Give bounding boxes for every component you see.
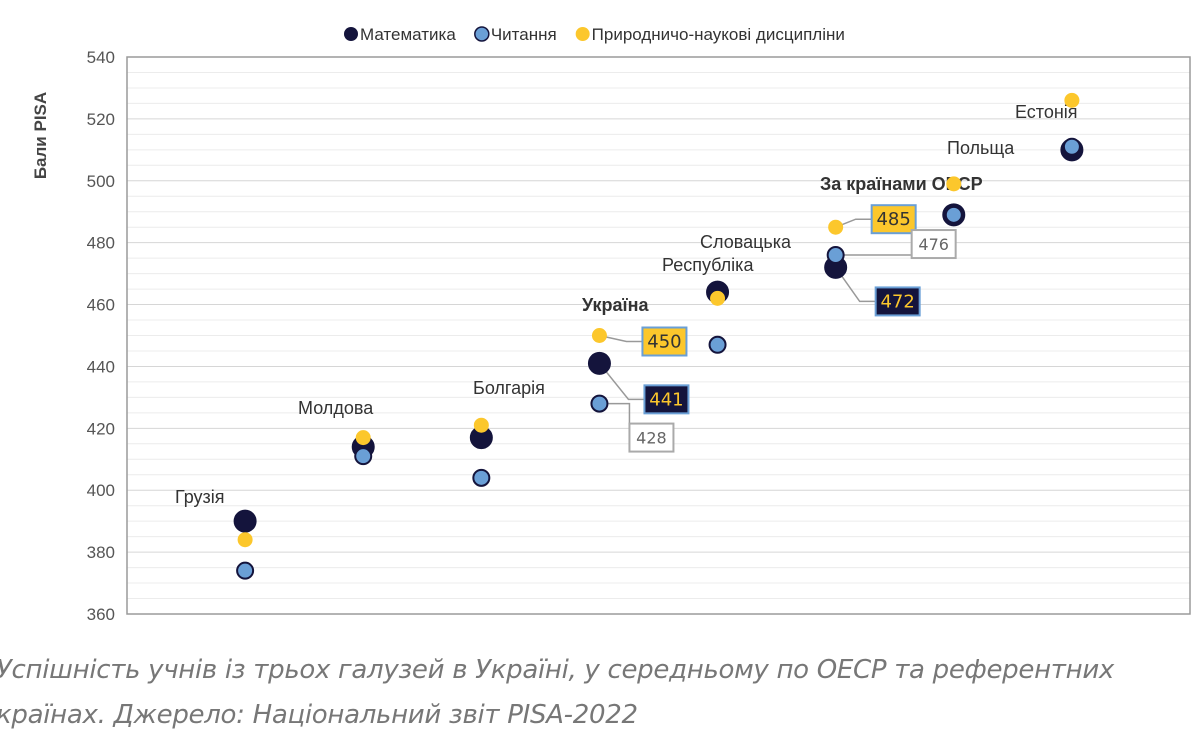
data-point-reading [236,561,255,580]
data-point-science [473,417,489,433]
y-tick-label: 380 [87,543,115,562]
category-label: Словацька [700,232,792,252]
data-label: 472 [880,291,914,312]
legend-label: Природничо-наукові дисципліни [592,25,845,44]
data-label-box [643,384,690,415]
legend-marker [575,27,590,41]
data-point-science [355,430,371,446]
data-point-reading [708,335,727,354]
caption-line-2: країнах. Джерело: Національний звіт PISA… [0,700,638,730]
y-tick-label: 520 [87,110,115,129]
data-point-science [237,532,253,548]
pisa-scatter-chart: 360 380 400 420 440 460 480 500 520 540 Бали PISA М… [31,25,1191,624]
data-point-science [946,176,962,192]
data-label: 441 [649,389,683,410]
y-tick-label: 440 [87,357,115,376]
category-label: Україна [582,295,649,315]
data-point-science [1064,92,1080,108]
data-label-leader [598,362,645,401]
data-label-leader [599,334,643,343]
data-point-science [828,219,844,235]
data-label-leader [835,266,876,303]
y-axis-label: Бали PISA [31,92,50,179]
data-point-science [591,328,607,343]
legend-label: Читання [491,25,557,44]
category-label: Болгарія [473,378,545,398]
legend-marker [344,27,358,41]
data-point-reading [590,394,609,413]
data-label: 428 [636,429,667,448]
y-tick-label: 460 [87,296,115,315]
data-label-box [910,229,957,260]
y-tick-label: 420 [87,419,115,438]
plot-frame [126,56,1191,615]
data-point-science [710,290,726,306]
y-tick-label: 480 [87,234,115,253]
data-point-math [233,509,257,533]
y-tick-label: 400 [87,481,115,500]
data-label: 485 [876,209,910,230]
category-label: Республіка [662,255,754,275]
y-tick-label: 360 [87,605,115,624]
category-label: Грузія [175,487,225,507]
caption-line-1: Успішність учнів із трьох галузей в Укра… [0,655,1115,685]
data-label: 476 [918,235,949,254]
category-label: Молдова [298,398,374,418]
data-point-reading [944,205,963,224]
data-point-reading [1062,137,1081,156]
legend-marker [474,26,490,42]
data-label-leader [835,244,913,256]
data-label-box [641,326,688,357]
category-label: Естонія [1015,102,1078,122]
category-label: Польща [947,138,1015,158]
data-point-reading [826,246,845,265]
y-tick-label: 500 [87,172,115,191]
legend-label: Математика [360,25,456,44]
data-label: 450 [647,332,681,353]
data-label-box [874,286,921,317]
data-point-reading [354,447,373,466]
data-label-box [870,204,917,235]
category-label: За країнами ОЕСР [820,174,983,194]
y-tick-label: 540 [87,48,115,67]
data-point-math [587,351,611,375]
data-point-reading [472,468,491,487]
data-label-box [628,422,675,453]
